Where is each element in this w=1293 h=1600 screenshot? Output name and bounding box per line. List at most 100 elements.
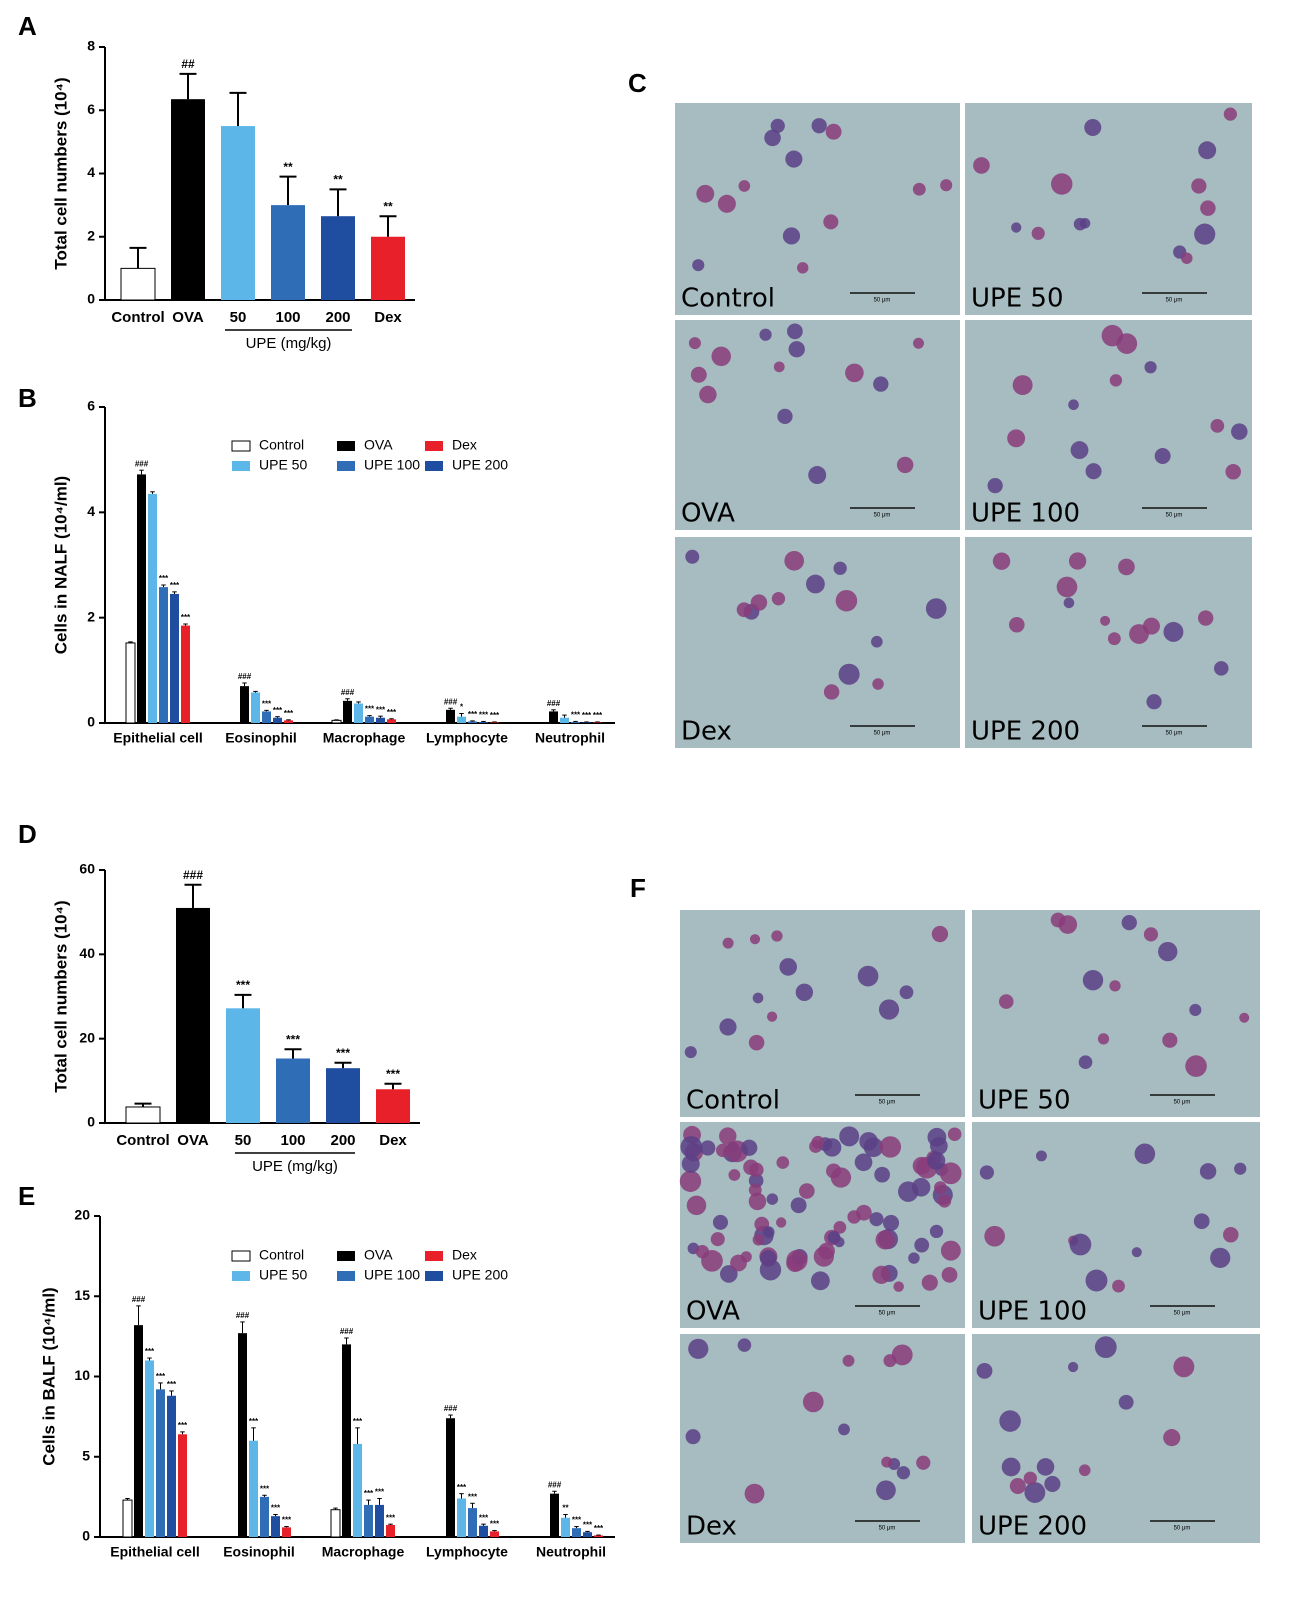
cell bbox=[688, 337, 701, 350]
significance-label: *** bbox=[375, 1488, 385, 1497]
cell bbox=[1036, 1150, 1047, 1162]
cell bbox=[882, 1214, 900, 1231]
bar bbox=[273, 717, 282, 723]
bar bbox=[125, 1106, 161, 1124]
legend-label: Dex bbox=[452, 1247, 477, 1263]
significance-label: ** bbox=[562, 1504, 569, 1513]
cell bbox=[976, 1362, 993, 1379]
significance-label: *** bbox=[159, 574, 169, 583]
significance-label: ### bbox=[183, 868, 203, 882]
cell bbox=[1163, 621, 1184, 642]
bar bbox=[145, 1360, 154, 1537]
x-tick-label: Control bbox=[111, 309, 164, 326]
bar bbox=[560, 717, 569, 723]
legend-label: UPE 200 bbox=[452, 1267, 508, 1283]
legend-label: UPE 200 bbox=[452, 457, 508, 473]
significance-label: ### bbox=[340, 1327, 354, 1336]
cell bbox=[973, 157, 990, 174]
bar bbox=[260, 1496, 269, 1537]
panel-letter: F bbox=[630, 873, 646, 903]
cell bbox=[759, 1249, 777, 1267]
scale-label: 50 μm bbox=[879, 1526, 896, 1532]
micrograph bbox=[965, 537, 1252, 748]
cell bbox=[1181, 252, 1193, 264]
bar bbox=[376, 1089, 410, 1123]
significance-label: ** bbox=[383, 199, 393, 213]
cell bbox=[688, 1338, 709, 1359]
bar bbox=[550, 1493, 559, 1537]
bar bbox=[387, 719, 396, 723]
cell bbox=[1067, 1361, 1079, 1373]
cell bbox=[1082, 969, 1104, 991]
significance-label: *** bbox=[386, 1067, 400, 1081]
cell bbox=[795, 983, 814, 1001]
cell bbox=[1146, 694, 1162, 710]
significance-label: *** bbox=[286, 1032, 300, 1046]
bar bbox=[583, 1532, 592, 1537]
micrograph-caption: UPE 100 bbox=[978, 1297, 1087, 1327]
cell bbox=[1191, 178, 1207, 194]
x-tick-label: 200 bbox=[330, 1132, 355, 1149]
cell bbox=[891, 1344, 913, 1366]
significance-label: *** bbox=[282, 1516, 292, 1525]
cell bbox=[896, 456, 914, 474]
cell bbox=[1078, 1055, 1093, 1070]
panel-letter: B bbox=[18, 383, 37, 413]
cell bbox=[1085, 463, 1102, 480]
x-tick-label: Lymphocyte bbox=[426, 1544, 508, 1560]
cell bbox=[748, 1192, 767, 1211]
micrograph-caption: UPE 50 bbox=[971, 284, 1064, 314]
significance-label: * bbox=[460, 703, 464, 712]
cell bbox=[1197, 610, 1214, 626]
bar bbox=[171, 99, 205, 301]
bar bbox=[446, 709, 455, 723]
micrograph-caption: Control bbox=[681, 284, 775, 314]
bar bbox=[122, 1499, 133, 1538]
cell bbox=[788, 341, 805, 358]
cell bbox=[1225, 464, 1241, 480]
cell bbox=[806, 574, 825, 594]
cell bbox=[1214, 661, 1229, 676]
bar bbox=[271, 1516, 280, 1537]
cell bbox=[1121, 914, 1137, 931]
cell bbox=[825, 123, 842, 140]
micrograph-caption: UPE 100 bbox=[971, 499, 1080, 529]
cell bbox=[1223, 107, 1237, 121]
legend-swatch bbox=[337, 1271, 355, 1281]
bar bbox=[365, 716, 374, 723]
cell bbox=[1084, 118, 1102, 137]
cell bbox=[690, 366, 707, 383]
scale-label: 50 μm bbox=[879, 1100, 896, 1106]
cell bbox=[872, 678, 884, 690]
cell bbox=[930, 1137, 948, 1155]
micrograph-caption: Dex bbox=[686, 1512, 737, 1542]
cell bbox=[686, 1195, 707, 1216]
cell bbox=[876, 1480, 896, 1501]
scale-label: 50 μm bbox=[1174, 1526, 1191, 1532]
y-tick-label: 0 bbox=[87, 291, 95, 307]
cell bbox=[1118, 558, 1135, 576]
cell bbox=[743, 1159, 759, 1176]
cell bbox=[912, 1156, 931, 1175]
cell bbox=[1131, 1247, 1142, 1258]
cell bbox=[1185, 1055, 1207, 1077]
cell bbox=[738, 180, 751, 192]
significance-label: *** bbox=[236, 978, 250, 992]
bar bbox=[330, 1509, 341, 1538]
bar bbox=[276, 1058, 310, 1123]
legend-label: Dex bbox=[452, 437, 477, 453]
panel-letter: E bbox=[18, 1181, 35, 1211]
bar bbox=[282, 1527, 291, 1537]
x-tick-label: Dex bbox=[374, 309, 402, 326]
bar bbox=[376, 717, 385, 723]
cell bbox=[759, 328, 772, 341]
cell bbox=[1116, 333, 1138, 354]
cell bbox=[1051, 173, 1073, 195]
significance-label: ### bbox=[444, 1404, 458, 1413]
bar bbox=[251, 692, 260, 723]
significance-label: *** bbox=[386, 1513, 396, 1522]
scale-label: 50 μm bbox=[879, 1311, 896, 1317]
cell bbox=[770, 118, 785, 134]
panel-letter: C bbox=[628, 68, 647, 98]
cell bbox=[1012, 375, 1033, 396]
